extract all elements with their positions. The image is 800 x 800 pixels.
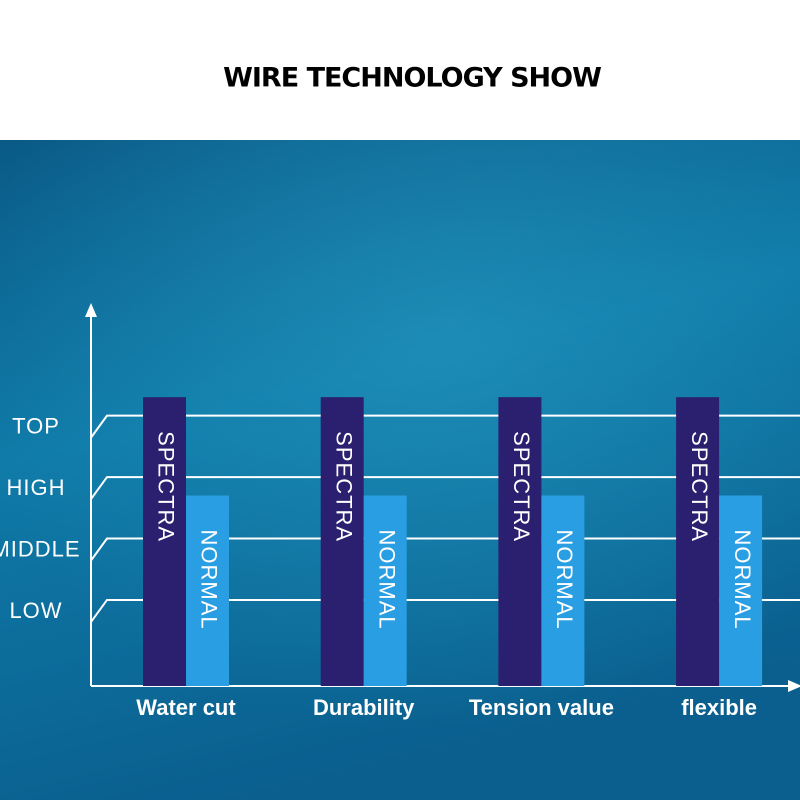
bar-series-label: NORMAL — [197, 530, 222, 630]
x-axis-arrow — [788, 680, 800, 692]
y-tick-label: LOW — [9, 598, 62, 623]
bar-series-label: SPECTRA — [154, 431, 179, 542]
chart-title: WIRE TECHNOLOGY SHOW — [223, 63, 601, 94]
bar — [363, 495, 407, 686]
grid-line — [90, 414, 800, 439]
grid-line — [90, 476, 800, 500]
y-tick-label: TOP — [12, 413, 60, 438]
bar-series-label: SPECTRA — [509, 431, 534, 542]
bar-series-label: NORMAL — [730, 530, 755, 630]
bar — [320, 397, 364, 686]
x-tick-label: Water cut — [136, 695, 236, 720]
bar-series-label: NORMAL — [374, 530, 399, 630]
y-tick-label: MIDDLE — [0, 536, 81, 561]
bar — [541, 495, 585, 686]
bar — [498, 397, 542, 686]
bar-series-label: SPECTRA — [331, 431, 356, 542]
x-tick-label: Durability — [313, 695, 415, 720]
y-tick-label: HIGH — [7, 475, 66, 500]
x-tick-label: Tension value — [469, 695, 614, 720]
bar-series-label: NORMAL — [552, 530, 577, 630]
bar — [143, 397, 186, 686]
bar — [719, 495, 763, 686]
bar — [186, 495, 229, 686]
background-glow — [0, 140, 800, 800]
bar — [676, 397, 720, 686]
bar-series-label: SPECTRA — [687, 431, 712, 542]
plot: LOW MIDDLE HIGH TOP Water cut SPECTRA NORMAL Du… — [0, 303, 800, 720]
y-axis-arrow — [85, 303, 97, 317]
x-tick-label: flexible — [681, 695, 757, 720]
